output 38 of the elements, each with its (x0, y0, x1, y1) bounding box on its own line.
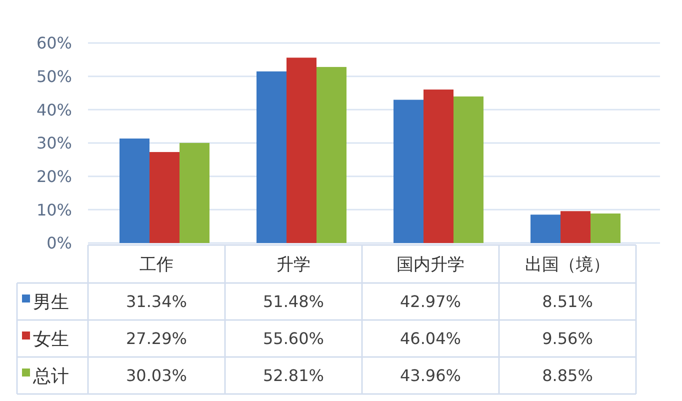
bar (180, 142, 210, 243)
data-label: 31.34% (126, 292, 188, 312)
x-tick-label: 出国（境） (525, 254, 610, 275)
legend-label: 男生 (33, 292, 69, 313)
bar (530, 214, 560, 243)
bar (316, 66, 346, 243)
data-label: 55.60% (262, 329, 324, 348)
bar (560, 211, 590, 243)
data-label: 27.29% (126, 329, 188, 348)
legend-label: 女生 (33, 328, 69, 350)
bar (590, 214, 620, 243)
bar (394, 100, 424, 243)
y-tick-label: 30% (36, 134, 72, 153)
y-tick-label: 10% (36, 200, 72, 220)
y-tick-label: 0% (46, 234, 72, 253)
x-tick-label: 升学 (276, 254, 310, 275)
y-tick-label: 40% (36, 100, 72, 120)
y-tick-label: 20% (36, 166, 72, 186)
bar (424, 90, 454, 243)
data-label: 8.85% (542, 366, 593, 386)
data-label: 43.96% (400, 366, 462, 386)
y-tick-label: 60% (36, 34, 72, 53)
data-label: 8.51% (542, 292, 593, 312)
legend-label: 总计 (32, 366, 69, 387)
bar (150, 152, 180, 243)
data-label: 9.56% (542, 329, 593, 348)
bar (286, 58, 316, 243)
data-label: 52.81% (262, 366, 324, 386)
data-label: 46.04% (400, 329, 462, 348)
x-tick-label: 工作 (140, 254, 174, 275)
data-label: 51.48% (262, 292, 324, 312)
bar (256, 71, 286, 243)
bar (120, 138, 150, 243)
data-label: 42.97% (400, 292, 462, 312)
y-tick-label: 50% (36, 66, 72, 86)
bar (454, 96, 484, 243)
x-tick-label: 国内升学 (396, 254, 464, 275)
data-label: 30.03% (126, 366, 188, 386)
